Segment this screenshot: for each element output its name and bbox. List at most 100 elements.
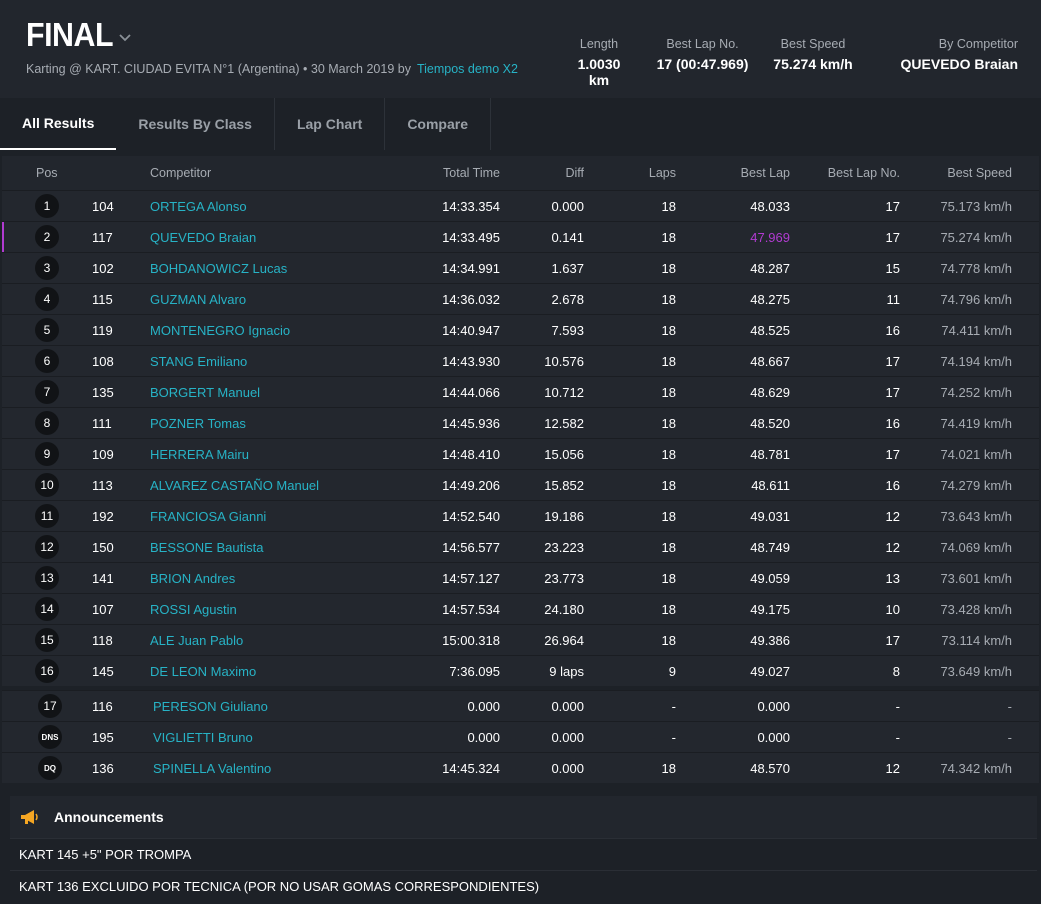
competitor-name[interactable]: HERRERA Mairu	[150, 446, 249, 462]
competitor-name[interactable]: ALVAREZ CASTAÑO Manuel	[150, 477, 320, 493]
laps-value: 18	[661, 570, 676, 586]
organizer-link[interactable]: Tiempos demo X2	[416, 62, 518, 76]
pos-cell: 11	[2, 504, 92, 528]
pos-cell: 2	[2, 225, 92, 249]
table-row[interactable]: 12 150 BESSONE Bautista 14:56.577 23.223 18 48…	[2, 531, 1039, 562]
best-lap-no: -	[895, 698, 900, 714]
table-row[interactable]: 13 141 BRION Andres 14:57.127 23.773 18 49.059…	[2, 562, 1039, 593]
best-lap: 48.033	[750, 198, 790, 214]
laps-value: 18	[661, 260, 676, 276]
competitor-name[interactable]: GUZMAN Alvaro	[150, 291, 247, 307]
col-best-lap[interactable]: Best Lap	[740, 166, 790, 180]
pos-cell: 13	[2, 566, 92, 590]
competitor-name[interactable]: STANG Emiliano	[150, 353, 248, 369]
table-row[interactable]: 11 192 FRANCIOSA Gianni 14:52.540 19.186 18 49…	[2, 500, 1039, 531]
diff-value: 2.678	[551, 291, 584, 307]
best-lap-no: 13	[885, 570, 900, 586]
col-competitor[interactable]: Competitor	[150, 166, 212, 180]
table-row[interactable]: 8 111 POZNER Tomas 14:45.936 12.582 18 48.520 1…	[2, 407, 1039, 438]
best-lap-no: 16	[885, 477, 900, 493]
position-badge: 8	[35, 411, 59, 435]
competitor-name[interactable]: FRANCIOSA Gianni	[150, 508, 267, 524]
kart-number: 102	[92, 260, 114, 276]
kart-number: 116	[92, 698, 113, 714]
col-total-time[interactable]: Total Time	[443, 166, 500, 180]
diff-value: 0.000	[551, 760, 584, 776]
competitor-name[interactable]: DE LEON Maximo	[150, 663, 257, 679]
competitor-name[interactable]: MONTENEGRO Ignacio	[150, 322, 291, 338]
stat-value: 1.0030 km	[577, 56, 621, 88]
competitor-name[interactable]: ALE Juan Pablo	[150, 632, 244, 648]
table-row[interactable]: 6 108 STANG Emiliano 14:43.930 10.576 18 48.66…	[2, 345, 1039, 376]
pos-cell: 1	[2, 194, 92, 218]
tab-results-by-class[interactable]: Results By Class	[116, 98, 275, 150]
pos-cell: 6	[2, 349, 92, 373]
total-time: 14:33.354	[442, 198, 500, 214]
best-lap: 48.570	[750, 760, 790, 776]
table-row[interactable]: 1 104 ORTEGA Alonso 14:33.354 0.000 18 48.033 1…	[2, 190, 1039, 221]
best-lap: 49.386	[750, 632, 790, 648]
best-lap: 48.520	[750, 415, 790, 431]
race-header: FINAL Karting @ KART. CIUDAD EVITA N°1 (…	[0, 0, 1041, 98]
diff-value: 0.141	[551, 229, 584, 245]
competitor-name[interactable]: BORGERT Manuel	[150, 384, 261, 400]
col-best-lap-no[interactable]: Best Lap No.	[827, 166, 900, 180]
best-lap-no: 17	[885, 446, 900, 462]
table-row[interactable]: 15 118 ALE Juan Pablo 15:00.318 26.964 18 49.3…	[2, 624, 1039, 655]
kart-number: 136	[92, 760, 114, 776]
competitor-name[interactable]: BESSONE Bautista	[150, 539, 264, 555]
laps-value: 18	[661, 198, 676, 214]
table-row[interactable]: DQ 136 SPINELLA Valentino 14:45.324 0.000 18 4…	[2, 752, 1039, 783]
table-row[interactable]: 16 145 DE LEON Maximo 7:36.095 9 laps 9 49.027…	[2, 655, 1039, 686]
table-row[interactable]: 14 107 ROSSI Agustin 14:57.534 24.180 18 49.17…	[2, 593, 1039, 624]
total-time: 14:34.991	[442, 260, 500, 276]
pos-cell: 16	[2, 659, 92, 683]
table-row[interactable]: 17 116 PERESON Giuliano 0.000 0.000 - 0.000 - -	[2, 690, 1039, 721]
best-lap-no: 17	[885, 384, 900, 400]
pos-cell: 5	[2, 318, 92, 342]
best-lap: 48.749	[750, 539, 790, 555]
title-dropdown[interactable]: FINAL	[26, 16, 133, 54]
table-row[interactable]: 5 119 MONTENEGRO Ignacio 14:40.947 7.593 18 48…	[2, 314, 1039, 345]
col-best-speed[interactable]: Best Speed	[947, 166, 1012, 180]
competitor-name[interactable]: BOHDANOWICZ Lucas	[150, 260, 288, 276]
position-badge: DQ	[38, 756, 62, 780]
competitor-name[interactable]: BRION Andres	[150, 570, 236, 586]
stat-label: Best Speed	[780, 37, 846, 51]
tab-all-results[interactable]: All Results	[0, 98, 117, 150]
table-row[interactable]: 2 117 QUEVEDO Braian 14:33.495 0.141 18 47.969…	[2, 221, 1039, 252]
competitor-name[interactable]: PERESON Giuliano	[153, 698, 268, 714]
table-row[interactable]: 9 109 HERRERA Mairu 14:48.410 15.056 18 48.781…	[2, 438, 1039, 469]
competitor-name[interactable]: POZNER Tomas	[150, 415, 246, 431]
table-row[interactable]: DNS 195 VIGLIETTI Bruno 0.000 0.000 - 0.000 - -	[2, 721, 1039, 752]
col-laps[interactable]: Laps	[648, 166, 676, 180]
tab-lap-chart[interactable]: Lap Chart	[275, 98, 386, 150]
table-row[interactable]: 10 113 ALVAREZ CASTAÑO Manuel 14:49.206 15.8…	[2, 469, 1039, 500]
competitor-name[interactable]: SPINELLA Valentino	[153, 760, 272, 776]
best-lap: 47.969	[750, 229, 790, 245]
pos-cell: 15	[2, 628, 92, 652]
competitor-name[interactable]: VIGLIETTI Bruno	[153, 729, 253, 745]
tab-compare[interactable]: Compare	[385, 98, 491, 150]
table-row[interactable]: 3 102 BOHDANOWICZ Lucas 14:34.991 1.637 18 48.…	[2, 252, 1039, 283]
position-badge: 11	[35, 504, 59, 528]
table-row[interactable]: 7 135 BORGERT Manuel 14:44.066 10.712 18 48.62…	[2, 376, 1039, 407]
pos-cell: 14	[2, 597, 92, 621]
competitor-name[interactable]: ROSSI Agustin	[150, 601, 237, 617]
kart-number: 111	[92, 415, 112, 431]
total-time: 14:57.534	[442, 601, 500, 617]
competitor-name[interactable]: QUEVEDO Braian	[150, 229, 257, 245]
best-lap-no: 12	[885, 760, 900, 776]
laps-value: 18	[661, 384, 676, 400]
kart-number: 135	[92, 384, 114, 400]
diff-value: 19.186	[544, 508, 584, 524]
col-pos[interactable]: Pos	[36, 166, 58, 180]
best-speed: 73.601 km/h	[940, 570, 1012, 586]
total-time: 14:33.495	[442, 229, 500, 245]
table-row[interactable]: 4 115 GUZMAN Alvaro 14:36.032 2.678 18 48.275 1…	[2, 283, 1039, 314]
col-diff[interactable]: Diff	[565, 166, 584, 180]
best-lap: 48.667	[750, 353, 790, 369]
diff-value: 15.056	[544, 446, 584, 462]
total-time: 14:40.947	[442, 322, 500, 338]
competitor-name[interactable]: ORTEGA Alonso	[150, 198, 247, 214]
